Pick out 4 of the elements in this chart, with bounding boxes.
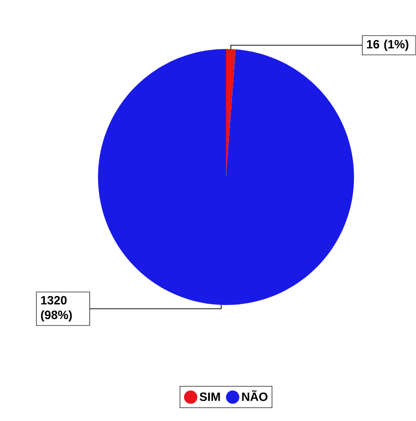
data-label: 16 (1%) — [367, 40, 408, 51]
data-label: 1320 (98%) — [41, 296, 72, 322]
legend-label: SIM — [200, 392, 220, 402]
legend-label: NÃO — [242, 390, 268, 402]
